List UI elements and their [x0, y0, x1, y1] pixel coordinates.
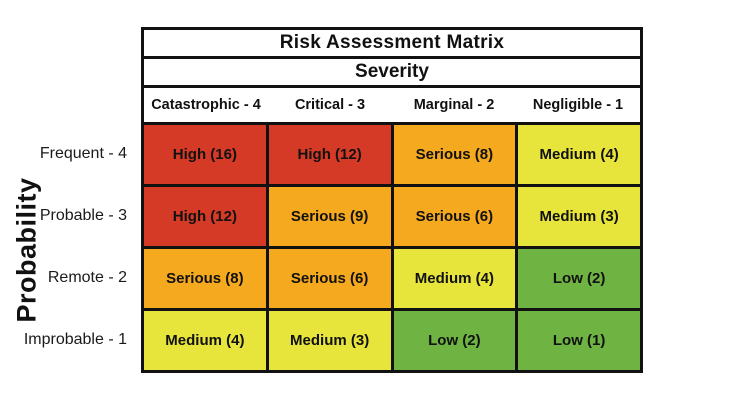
- column-header: Marginal - 2: [413, 97, 495, 113]
- severity-column-headers: Catastrophic - 4 Critical - 3 Marginal - 2…: [141, 85, 643, 125]
- matrix-cell: Medium (4): [518, 125, 640, 184]
- row-label: Frequent - 4: [39, 145, 127, 162]
- column-header-row: Catastrophic - 4 Critical - 3 Marginal - 2…: [144, 88, 640, 122]
- column-header: Negligible - 1: [532, 97, 624, 113]
- matrix-cell: Low (2): [393, 311, 516, 370]
- probability-row-labels: Frequent - 4 Probable - 3 Remote - 2 Improb…: [0, 123, 137, 371]
- matrix-cell: Medium (3): [518, 187, 640, 246]
- matrix-cell: Medium (4): [144, 311, 266, 370]
- column-header: Critical - 3: [294, 97, 366, 113]
- matrix-cell: Serious (6): [268, 249, 391, 308]
- matrix-cell-grid: High (16) High (12) Serious (8) Medium (4) H…: [141, 122, 643, 373]
- matrix-cell: Low (1): [518, 311, 640, 370]
- matrix-cell: Serious (8): [393, 125, 516, 184]
- matrix-cell: High (12): [144, 187, 266, 246]
- matrix-cell: Serious (8): [144, 249, 266, 308]
- column-header: Catastrophic - 4: [151, 97, 261, 113]
- risk-matrix-table: Risk Assessment Matrix Severity Catastro…: [141, 27, 643, 373]
- row-label: Improbable - 1: [23, 331, 127, 348]
- matrix-cell: Serious (9): [268, 187, 391, 246]
- row-label: Remote - 2: [47, 269, 127, 286]
- matrix-cell: Low (2): [518, 249, 640, 308]
- matrix-cell: Serious (6): [393, 187, 516, 246]
- matrix-cell: High (12): [268, 125, 391, 184]
- matrix-title: Risk Assessment Matrix: [141, 27, 643, 59]
- matrix-cell: High (16): [144, 125, 266, 184]
- matrix-cell: Medium (3): [268, 311, 391, 370]
- row-label: Probable - 3: [39, 207, 127, 224]
- matrix-cell: Medium (4): [393, 249, 516, 308]
- severity-axis-label: Severity: [141, 56, 643, 88]
